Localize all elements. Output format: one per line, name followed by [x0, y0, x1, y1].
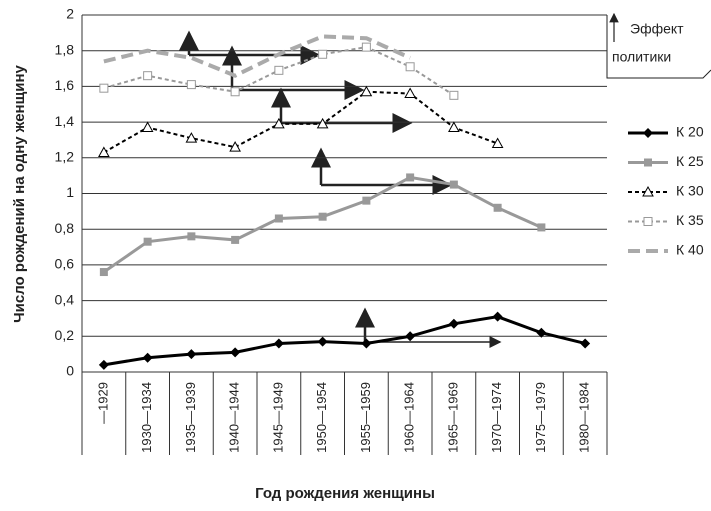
point — [187, 232, 196, 241]
x-tick-label: 1980—1984 — [577, 382, 592, 453]
y-tick-label: 0,6 — [55, 256, 75, 272]
x-axis-title: Год рождения женщины — [255, 485, 435, 502]
x-tick-label: 1970—1974 — [489, 382, 504, 453]
x-tick-label: 1945—1949 — [270, 382, 285, 453]
point — [229, 141, 241, 152]
series — [98, 85, 504, 157]
point — [98, 359, 109, 370]
series — [99, 173, 546, 277]
line — [103, 315, 586, 367]
point — [99, 83, 109, 93]
y-tick-label: 1 — [66, 184, 74, 200]
y-tick-label: 0,4 — [55, 291, 75, 307]
point — [318, 49, 328, 59]
point — [141, 121, 154, 132]
point — [274, 65, 284, 75]
line — [103, 90, 498, 154]
y-axis-title: Число рождений на одну женщину — [11, 64, 28, 322]
y-tick-label: 0 — [66, 363, 74, 379]
point — [98, 146, 110, 157]
point — [405, 331, 416, 342]
point — [449, 90, 459, 100]
point — [231, 235, 240, 244]
point — [405, 62, 415, 72]
legend-label: К 25 — [676, 153, 704, 169]
point — [448, 121, 460, 132]
point — [185, 132, 198, 143]
point — [230, 87, 240, 97]
point — [361, 338, 372, 349]
y-tick-label: 0,2 — [55, 327, 75, 343]
point — [317, 336, 328, 347]
legend-label: К 40 — [676, 242, 704, 258]
legend-marker — [643, 217, 653, 226]
point — [492, 311, 503, 322]
annotation-box — [606, 12, 711, 79]
legend-label: К 20 — [676, 124, 704, 140]
point — [318, 212, 327, 221]
x-tick-label: 1930—1934 — [139, 382, 154, 453]
point — [316, 117, 329, 129]
point — [274, 214, 283, 223]
x-tick-label: —1929 — [95, 382, 110, 424]
point — [230, 347, 241, 358]
point — [493, 203, 502, 212]
point — [186, 80, 196, 90]
point — [491, 137, 504, 149]
legend-marker — [642, 185, 654, 197]
point — [404, 87, 416, 99]
point — [449, 180, 458, 189]
point — [186, 349, 197, 360]
series — [98, 311, 591, 370]
x-tick-label: 1965—1969 — [445, 382, 460, 453]
point — [536, 327, 547, 338]
point — [273, 338, 284, 349]
legend-label: К 35 — [676, 212, 704, 228]
point — [362, 196, 371, 205]
point — [448, 318, 459, 329]
x-tick-label: 1935—1939 — [183, 382, 198, 453]
series — [99, 42, 459, 100]
y-tick-label: 1,8 — [55, 41, 75, 57]
x-tick-label: 1975—1979 — [533, 382, 548, 453]
annotation: политики — [612, 49, 671, 65]
y-tick-label: 1,4 — [55, 113, 75, 129]
point — [580, 338, 591, 349]
point — [142, 352, 153, 363]
x-tick-label: 1940—1944 — [227, 382, 242, 453]
y-tick-label: 1,6 — [55, 77, 75, 93]
legend-marker — [644, 158, 652, 167]
x-tick-label: 1960—1964 — [402, 382, 417, 453]
point — [406, 173, 415, 182]
x-tick-label: 1950—1954 — [314, 382, 329, 453]
line — [103, 175, 542, 274]
legend-label: К 30 — [676, 183, 704, 199]
point — [273, 117, 285, 129]
point — [537, 223, 546, 232]
legend-marker — [643, 128, 653, 138]
point — [143, 71, 153, 81]
point — [143, 237, 152, 246]
y-tick-label: 2 — [66, 6, 74, 22]
point — [99, 268, 108, 277]
y-tick-label: 0,8 — [55, 220, 75, 236]
annotation: Эффект — [630, 21, 684, 37]
x-tick-label: 1955—1959 — [358, 382, 373, 453]
y-tick-label: 1,2 — [55, 149, 75, 165]
point — [360, 85, 373, 97]
point — [361, 42, 371, 52]
